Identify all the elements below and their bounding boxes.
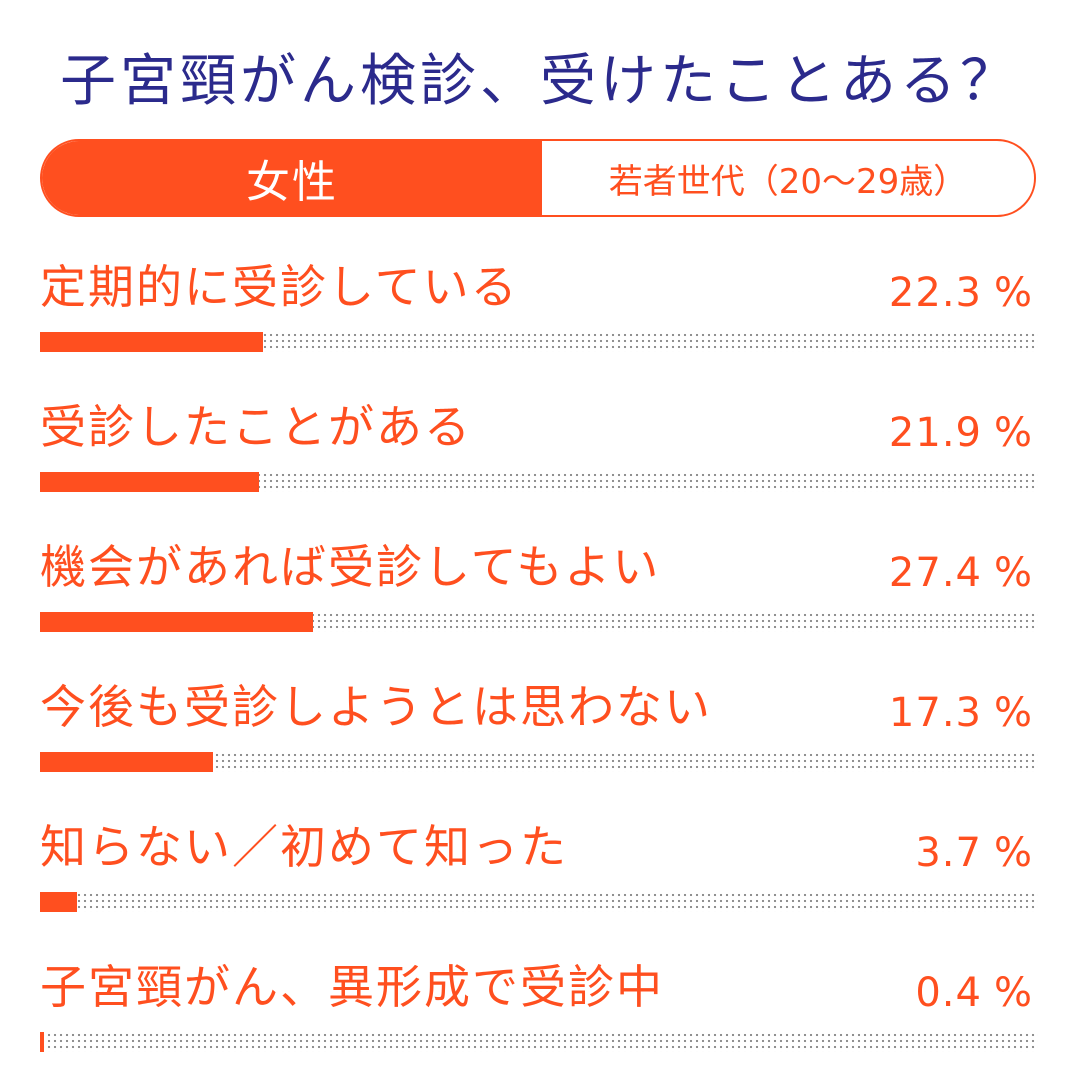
- bar: [40, 332, 263, 352]
- bar-value-unit: %: [993, 690, 1032, 736]
- bar-track: [40, 892, 1038, 912]
- bar-value-number: 27.4: [888, 550, 982, 596]
- bar-track: [40, 472, 1038, 492]
- bar-value-label: 27.4%: [889, 538, 1032, 608]
- bar-track: [40, 332, 1038, 352]
- tab-young-generation[interactable]: 若者世代（20〜29歳）: [608, 161, 968, 202]
- page-title: 子宮頸がん検診、受けたことある？: [60, 49, 1020, 114]
- bar-row: 機会があれば受診してもよい 27.4%: [40, 532, 1040, 652]
- bar-label: 機会があれば受診してもよい: [40, 540, 661, 594]
- bar-row: 定期的に受診している 22.3%: [40, 252, 1040, 372]
- bar: [40, 752, 213, 772]
- bar: [40, 472, 259, 492]
- bar-value-label: 21.9%: [889, 398, 1032, 468]
- bar-row: 知らない／初めて知った 3.7%: [40, 812, 1040, 932]
- bar-value-unit: %: [993, 970, 1032, 1016]
- bar-label: 受診したことがある: [40, 400, 472, 454]
- bar-value-number: 3.7: [915, 830, 982, 876]
- bar-value-number: 0.4: [915, 970, 982, 1016]
- bar-value-number: 21.9: [888, 410, 982, 456]
- bar-value-unit: %: [993, 270, 1032, 316]
- bar-value-label: 22.3%: [889, 258, 1032, 328]
- bar-track: [40, 1032, 1038, 1052]
- tab-female[interactable]: 女性: [42, 141, 542, 215]
- segment-tabs: 女性 若者世代（20〜29歳）: [40, 139, 1036, 217]
- bar-value-label: 0.4%: [915, 958, 1032, 1028]
- bar-row: 子宮頸がん、異形成で受診中 0.4%: [40, 952, 1040, 1072]
- bar-value-number: 22.3: [888, 270, 982, 316]
- bar-value-label: 17.3%: [889, 678, 1032, 748]
- bar-row: 受診したことがある 21.9%: [40, 392, 1040, 512]
- bar-label: 子宮頸がん、異形成で受診中: [40, 960, 664, 1014]
- bar-value-label: 3.7%: [915, 818, 1032, 888]
- bar-value-number: 17.3: [888, 690, 982, 736]
- bar-value-unit: %: [993, 550, 1032, 596]
- bar-track: [40, 752, 1038, 772]
- bar-value-unit: %: [993, 410, 1032, 456]
- bar-label: 今後も受診しようとは思わない: [40, 680, 712, 734]
- bar: [40, 892, 77, 912]
- bar-label: 定期的に受診している: [40, 260, 519, 314]
- bar-row: 今後も受診しようとは思わない 17.3%: [40, 672, 1040, 792]
- bar-label: 知らない／初めて知った: [40, 820, 568, 874]
- bar-value-unit: %: [993, 830, 1032, 876]
- bar: [40, 1032, 44, 1052]
- bar: [40, 612, 314, 632]
